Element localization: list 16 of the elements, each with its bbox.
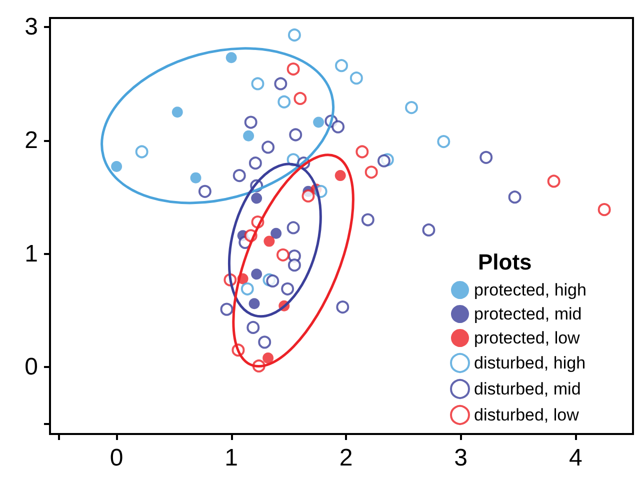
y-tick-label: 2 xyxy=(24,126,38,154)
y-tick-label: 0 xyxy=(24,354,38,381)
legend-label: protected, mid xyxy=(474,304,582,324)
x-tick-label: 4 xyxy=(568,444,582,472)
x-tick-label: 0 xyxy=(110,444,124,472)
x-tick-label: 1 xyxy=(224,444,238,472)
legend-label: disturbed, low xyxy=(474,406,580,424)
x-tick-label: 2 xyxy=(339,444,353,472)
y-tick-label: 1 xyxy=(24,240,38,268)
legend-label: disturbed, mid xyxy=(474,380,581,398)
x-tick-label: 3 xyxy=(454,444,468,472)
y-tick-label: 3 xyxy=(24,14,38,41)
legend-label: disturbed, high xyxy=(474,354,586,372)
legend-title: Plots xyxy=(478,250,532,274)
legend-label: protected, high xyxy=(474,280,586,300)
legend-label: protected, low xyxy=(474,328,581,348)
